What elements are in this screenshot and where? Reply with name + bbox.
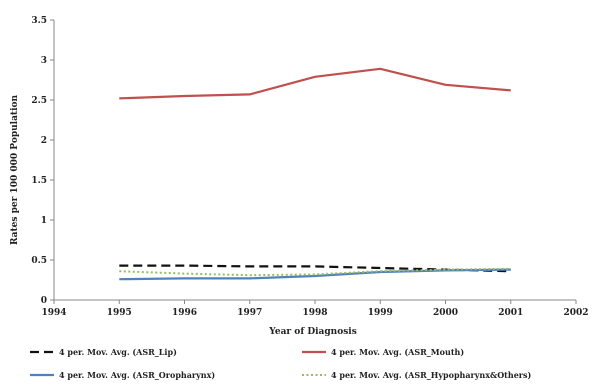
y-tick-label: 1.5 [31,176,47,186]
y-axis-title: Rates per 100 000 Population [10,95,20,246]
y-tick-label: 0 [41,296,47,306]
y-tick-label: 3.5 [31,16,47,26]
x-tick-label: 1997 [237,308,262,318]
x-axis-title: Year of Diagnosis [268,327,357,337]
x-tick-label: 2000 [433,308,458,318]
legend-label-1: 4 per. Mov. Avg. (ASR_Mouth) [331,347,464,357]
series-line-2 [119,268,511,281]
legend-label-2: 4 per. Mov. Avg. (ASR_Oropharynx) [59,370,215,380]
x-tick-label: 2001 [498,308,523,318]
y-tick-label: 1 [41,216,47,226]
legend-label-3: 4 per. Mov. Avg. (ASR_Hypopharynx&Others… [331,370,531,380]
x-tick-label: 1999 [368,308,393,318]
x-tick-label: 2002 [563,308,588,318]
series-line-1 [119,67,511,100]
legend-label-0: 4 per. Mov. Avg. (ASR_Lip) [59,347,177,357]
x-tick-label: 1996 [172,308,197,318]
x-tick-label: 1998 [302,308,327,318]
x-tick-label: 1994 [41,308,66,318]
y-tick-label: 2.5 [31,96,47,106]
y-tick-label: 0.5 [31,256,47,266]
y-tick-label: 3 [41,56,47,66]
axes: 0 0.5 1 1.5 2 2.5 3 3.5 1994 1995 1996 1997 1998 1999… [31,16,588,318]
x-tick-label: 1995 [107,308,132,318]
legend: 4 per. Mov. Avg. (ASR_Lip) 4 per. Mov. Av… [30,347,531,380]
y-tick-label: 2 [41,136,47,146]
series-layer [119,67,511,281]
